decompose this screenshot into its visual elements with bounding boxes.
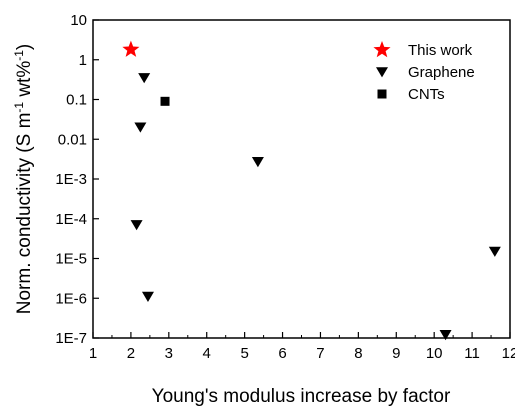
- y-axis-title-middle: wt%: [14, 61, 35, 102]
- x-tick-label: 10: [426, 345, 443, 362]
- cnts-point: [160, 96, 170, 106]
- graphene-point: [251, 157, 264, 168]
- x-tick-label: 9: [392, 345, 400, 362]
- graphene-point: [488, 246, 501, 257]
- legend-marker-this-work: [373, 41, 391, 58]
- x-axis-title: Young's modulus increase by factor: [152, 386, 451, 407]
- legend: This work Graphene CNTs: [373, 41, 475, 103]
- graphene-point: [130, 220, 143, 231]
- y-tick-label: 10: [70, 12, 87, 29]
- x-tick-label: 4: [203, 345, 211, 362]
- y-tick-label: 1E-5: [55, 251, 87, 268]
- y-tick-label: 1E-3: [55, 171, 87, 188]
- graphene-point: [439, 330, 452, 341]
- y-tick-label: 1E-4: [55, 211, 87, 228]
- this-work-point: [122, 40, 140, 57]
- x-tick-label: 12: [502, 345, 515, 362]
- x-tick-label: 8: [354, 345, 362, 362]
- y-axis-ticks: 1E-7 1E-6 1E-5 1E-4 1E-3 0.01 0.1 1 10: [55, 12, 99, 347]
- y-tick-label: 1E-7: [55, 330, 87, 347]
- y-tick-label: 0.01: [58, 131, 87, 148]
- y-tick-label: 0.1: [66, 92, 87, 109]
- x-tick-label: 1: [89, 345, 97, 362]
- graphene-point: [141, 291, 154, 303]
- y-axis-title-suffix: ): [14, 44, 35, 50]
- x-tick-label: 11: [464, 345, 480, 362]
- y-tick-label: 1: [79, 52, 87, 69]
- graphene-point: [134, 122, 147, 133]
- x-axis-ticks: 1 2 3 4 5 6 7 8 9 10 11 12: [89, 332, 515, 362]
- x-tick-label: 6: [278, 345, 286, 362]
- legend-label-cnts: CNTs: [408, 86, 445, 103]
- y-tick-label: 1E-6: [55, 290, 87, 307]
- x-tick-label: 3: [165, 345, 173, 362]
- x-tick-label: 5: [240, 345, 248, 362]
- y-axis-title-sup2: -1: [12, 50, 26, 61]
- x-tick-label: 2: [127, 345, 135, 362]
- x-tick-label: 7: [316, 345, 324, 362]
- graphene-point: [138, 73, 151, 84]
- legend-marker-cnts: [377, 89, 387, 99]
- y-axis-title-prefix: Norm. conductivity (S m: [14, 113, 35, 315]
- legend-label-graphene: Graphene: [408, 64, 475, 81]
- legend-label-this-work: This work: [408, 42, 473, 59]
- y-axis-title: Norm. conductivity (S m-1 wt%-1): [12, 44, 35, 315]
- y-axis-title-sup1: -1: [12, 102, 26, 113]
- data-points: [122, 40, 501, 341]
- legend-marker-graphene: [376, 67, 388, 78]
